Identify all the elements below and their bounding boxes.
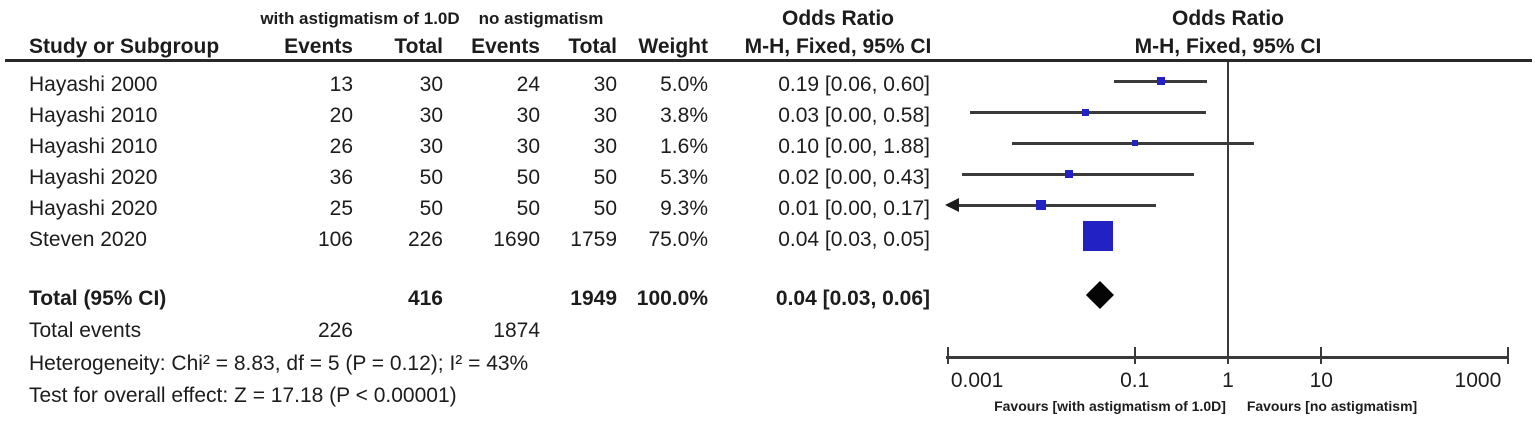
cell-total2: 1759 (570, 228, 617, 251)
study-name: Hayashi 2000 (29, 73, 158, 96)
cell-events1: 106 (317, 228, 353, 251)
cell-or-ci: 0.19 [0.06, 0.60] (778, 73, 930, 96)
favours-right-label: Favours [no astigmatism] (1246, 398, 1418, 414)
cell-events1: 13 (329, 73, 353, 96)
or-point-marker (1156, 77, 1165, 85)
total-events-label: Total events (29, 319, 142, 342)
col-header-mh-ci-right: M-H, Fixed, 95% CI (1134, 35, 1322, 58)
axis-tick (947, 347, 950, 364)
cell-events2: 50 (516, 197, 540, 220)
axis-tick (1506, 347, 1509, 364)
cell-or-ci: 0.03 [0.00, 0.58] (778, 104, 930, 127)
axis-tick-label: 0.1 (1120, 369, 1150, 392)
cell-events2: 30 (516, 104, 540, 127)
cell-total2: 50 (593, 166, 617, 189)
odds-ratio-title-right: Odds Ratio (1171, 7, 1285, 30)
study-name: Steven 2020 (29, 228, 147, 251)
cell-or-ci: 0.02 [0.00, 0.43] (778, 166, 930, 189)
cell-total2: 50 (593, 197, 617, 220)
total-events-group1: 226 (317, 319, 353, 342)
col-header-total1: Total (394, 35, 443, 58)
cell-total2: 30 (593, 73, 617, 96)
total-row-total1: 416 (407, 287, 443, 310)
col-header-study: Study or Subgroup (29, 35, 220, 58)
col-header-events1: Events (284, 35, 353, 58)
axis-tick (1227, 347, 1229, 364)
favours-left-label: Favours [with astigmatism of 1.0D] (994, 398, 1226, 414)
cell-weight: 9.3% (660, 197, 708, 220)
total-row-weight: 100.0% (636, 287, 708, 310)
axis-tick-label: 0.001 (950, 369, 1004, 392)
study-name: Hayashi 2010 (29, 104, 158, 127)
cell-or-ci: 0.01 [0.00, 0.17] (778, 197, 930, 220)
cell-events2: 24 (516, 73, 540, 96)
study-name: Hayashi 2010 (29, 135, 158, 158)
cell-total1: 30 (419, 73, 443, 96)
null-effect-line (1227, 62, 1229, 357)
axis-tick-label: 1 (1222, 369, 1234, 392)
cell-events2: 50 (516, 166, 540, 189)
axis-tick-label: 10 (1309, 369, 1333, 392)
cell-total1: 30 (419, 104, 443, 127)
total-diamond (1085, 281, 1114, 309)
cell-events1: 20 (329, 104, 353, 127)
axis-tick (1133, 347, 1136, 364)
cell-or-ci: 0.04 [0.03, 0.05] (778, 228, 930, 251)
cell-total1: 50 (419, 166, 443, 189)
group2-header: no astigmatism (478, 9, 604, 28)
col-header-mh-ci-left: M-H, Fixed, 95% CI (744, 35, 932, 58)
cell-weight: 5.3% (660, 166, 708, 189)
axis-tick (1320, 347, 1323, 364)
header-underline (5, 59, 1532, 62)
ci-line (961, 173, 1194, 176)
study-name: Hayashi 2020 (29, 166, 158, 189)
or-point-marker (1036, 200, 1047, 210)
group1-header: with astigmatism of 1.0D (260, 9, 460, 28)
ci-arrow-left-icon (945, 198, 960, 212)
or-point-marker (1065, 170, 1074, 178)
total-row-ci: 0.04 [0.03, 0.06] (775, 287, 930, 310)
cell-events1: 36 (329, 166, 353, 189)
total-row-total2: 1949 (570, 287, 617, 310)
or-point-marker (1082, 108, 1090, 116)
col-header-events2: Events (471, 35, 540, 58)
total-row-label: Total (95% CI) (29, 287, 167, 310)
cell-events2: 30 (516, 135, 540, 158)
cell-weight: 5.0% (660, 73, 708, 96)
cell-total1: 226 (407, 228, 443, 251)
study-name: Hayashi 2020 (29, 197, 158, 220)
axis-tick-label: 1000 (1454, 369, 1502, 392)
or-point-marker (1082, 221, 1113, 251)
cell-total1: 50 (419, 197, 443, 220)
overall-effect-line: Test for overall effect: Z = 17.18 (P < … (29, 384, 457, 407)
col-header-weight: Weight (638, 35, 708, 58)
cell-weight: 1.6% (660, 135, 708, 158)
cell-total2: 30 (593, 135, 617, 158)
col-header-total2: Total (568, 35, 617, 58)
odds-ratio-title-left: Odds Ratio (781, 7, 895, 30)
or-point-marker (1131, 140, 1138, 146)
cell-weight: 3.8% (660, 104, 708, 127)
ci-line (948, 204, 1157, 207)
cell-events1: 25 (329, 197, 353, 220)
cell-weight: 75.0% (648, 228, 708, 251)
heterogeneity-line: Heterogeneity: Chi² = 8.83, df = 5 (P = … (29, 352, 529, 375)
cell-total2: 30 (593, 104, 617, 127)
cell-events1: 26 (329, 135, 353, 158)
cell-events2: 1690 (493, 228, 540, 251)
total-events-group2: 1874 (493, 319, 540, 342)
cell-or-ci: 0.10 [0.00, 1.88] (778, 135, 930, 158)
cell-total1: 30 (419, 135, 443, 158)
